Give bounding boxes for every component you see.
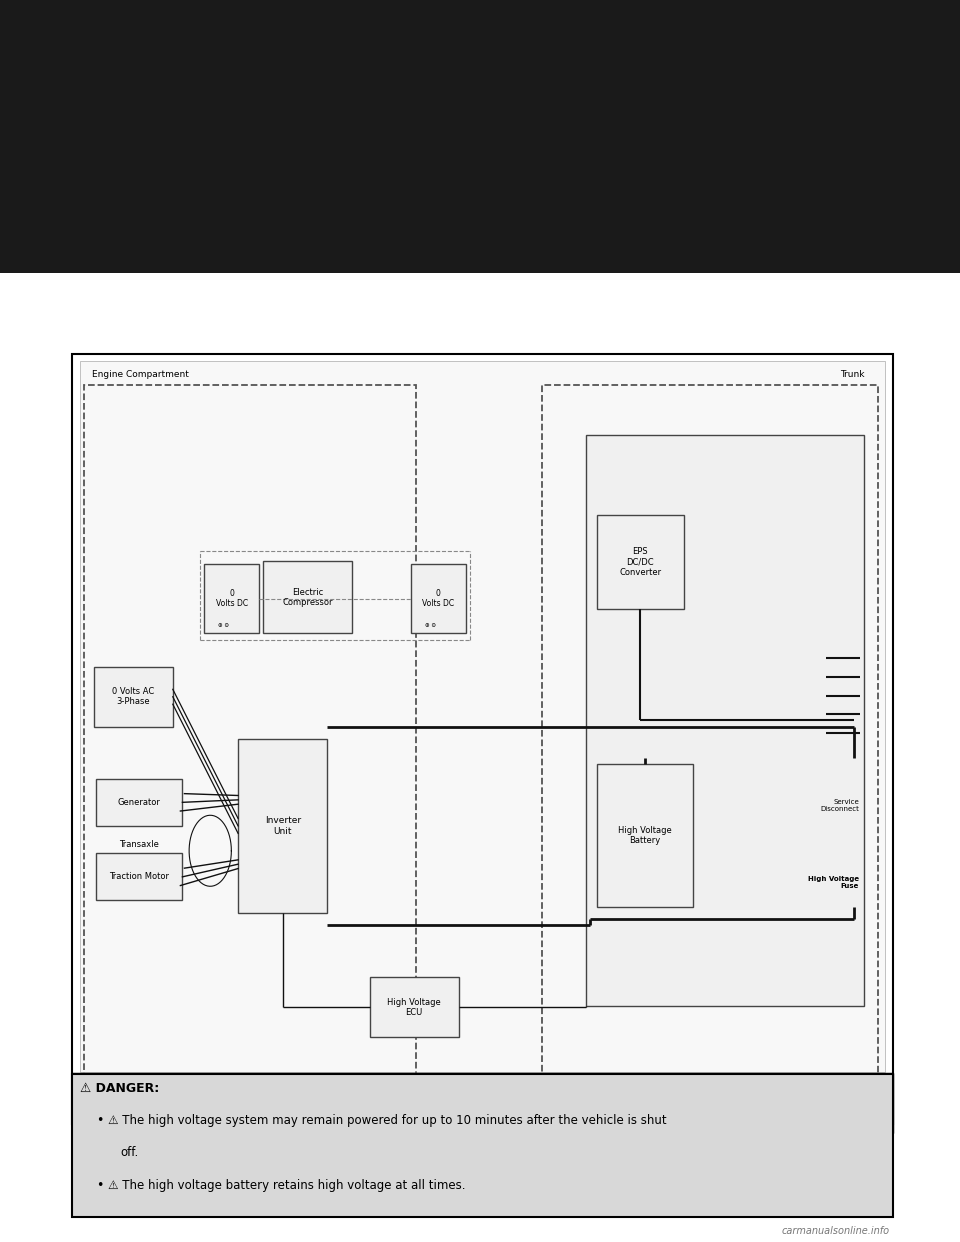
Bar xyxy=(96,853,182,900)
Text: High Voltage
ECU: High Voltage ECU xyxy=(388,997,441,1017)
Text: •: • xyxy=(96,1179,104,1191)
Text: Electric
Compressor: Electric Compressor xyxy=(282,587,333,607)
Text: ⚠ The high voltage system may remain powered for up to 10 minutes after the vehi: ⚠ The high voltage system may remain pow… xyxy=(108,1114,667,1126)
Bar xyxy=(238,739,327,913)
Text: ⚠ The high voltage battery retains high voltage at all times.: ⚠ The high voltage battery retains high … xyxy=(108,1179,466,1191)
Bar xyxy=(542,385,878,1081)
Text: Traction Motor: Traction Motor xyxy=(109,872,169,882)
Bar xyxy=(597,515,684,609)
Bar xyxy=(0,273,960,1242)
Text: High Voltage
Fuse: High Voltage Fuse xyxy=(808,876,859,888)
Bar xyxy=(411,564,466,633)
Bar xyxy=(370,977,459,1037)
Text: Generator: Generator xyxy=(118,797,160,807)
Text: ⚠ DANGER:: ⚠ DANGER: xyxy=(80,1082,159,1094)
Text: High Voltage Safety System - Vehicle OFF (: High Voltage Safety System - Vehicle OFF… xyxy=(168,1095,482,1110)
Text: Service
Disconnect: Service Disconnect xyxy=(821,799,859,811)
Bar xyxy=(72,1073,893,1133)
Bar xyxy=(586,435,864,1006)
Text: High Voltage
Battery: High Voltage Battery xyxy=(618,826,672,845)
Text: 0
Volts DC: 0 Volts DC xyxy=(422,589,454,609)
Text: Engine Compartment: Engine Compartment xyxy=(92,370,189,379)
Text: Inverter
Unit: Inverter Unit xyxy=(265,816,300,836)
Bar xyxy=(96,779,182,826)
Bar xyxy=(80,361,885,1072)
Text: Transaxle: Transaxle xyxy=(119,840,159,850)
Bar xyxy=(72,1074,893,1217)
Bar xyxy=(597,764,693,907)
Bar xyxy=(204,564,259,633)
Text: ⊕ ⊖: ⊕ ⊖ xyxy=(218,623,229,628)
Text: 0
Volts DC: 0 Volts DC xyxy=(216,589,248,609)
Text: carmanualsonline.info: carmanualsonline.info xyxy=(781,1226,889,1236)
Text: EPS
DC/DC
Converter: EPS DC/DC Converter xyxy=(619,548,661,576)
Text: off.: off. xyxy=(120,1146,138,1159)
Bar xyxy=(72,354,893,1124)
Text: Trunk: Trunk xyxy=(840,370,865,379)
Text: READY: READY xyxy=(483,1095,537,1110)
Text: 0 Volts AC
3-Phase: 0 Volts AC 3-Phase xyxy=(112,687,155,707)
Text: ⊕ ⊖: ⊕ ⊖ xyxy=(424,623,436,628)
Bar xyxy=(84,385,416,1081)
Bar xyxy=(94,667,173,727)
Bar xyxy=(263,561,352,633)
Text: - OFF): - OFF) xyxy=(541,1095,589,1110)
Text: •: • xyxy=(96,1114,104,1126)
